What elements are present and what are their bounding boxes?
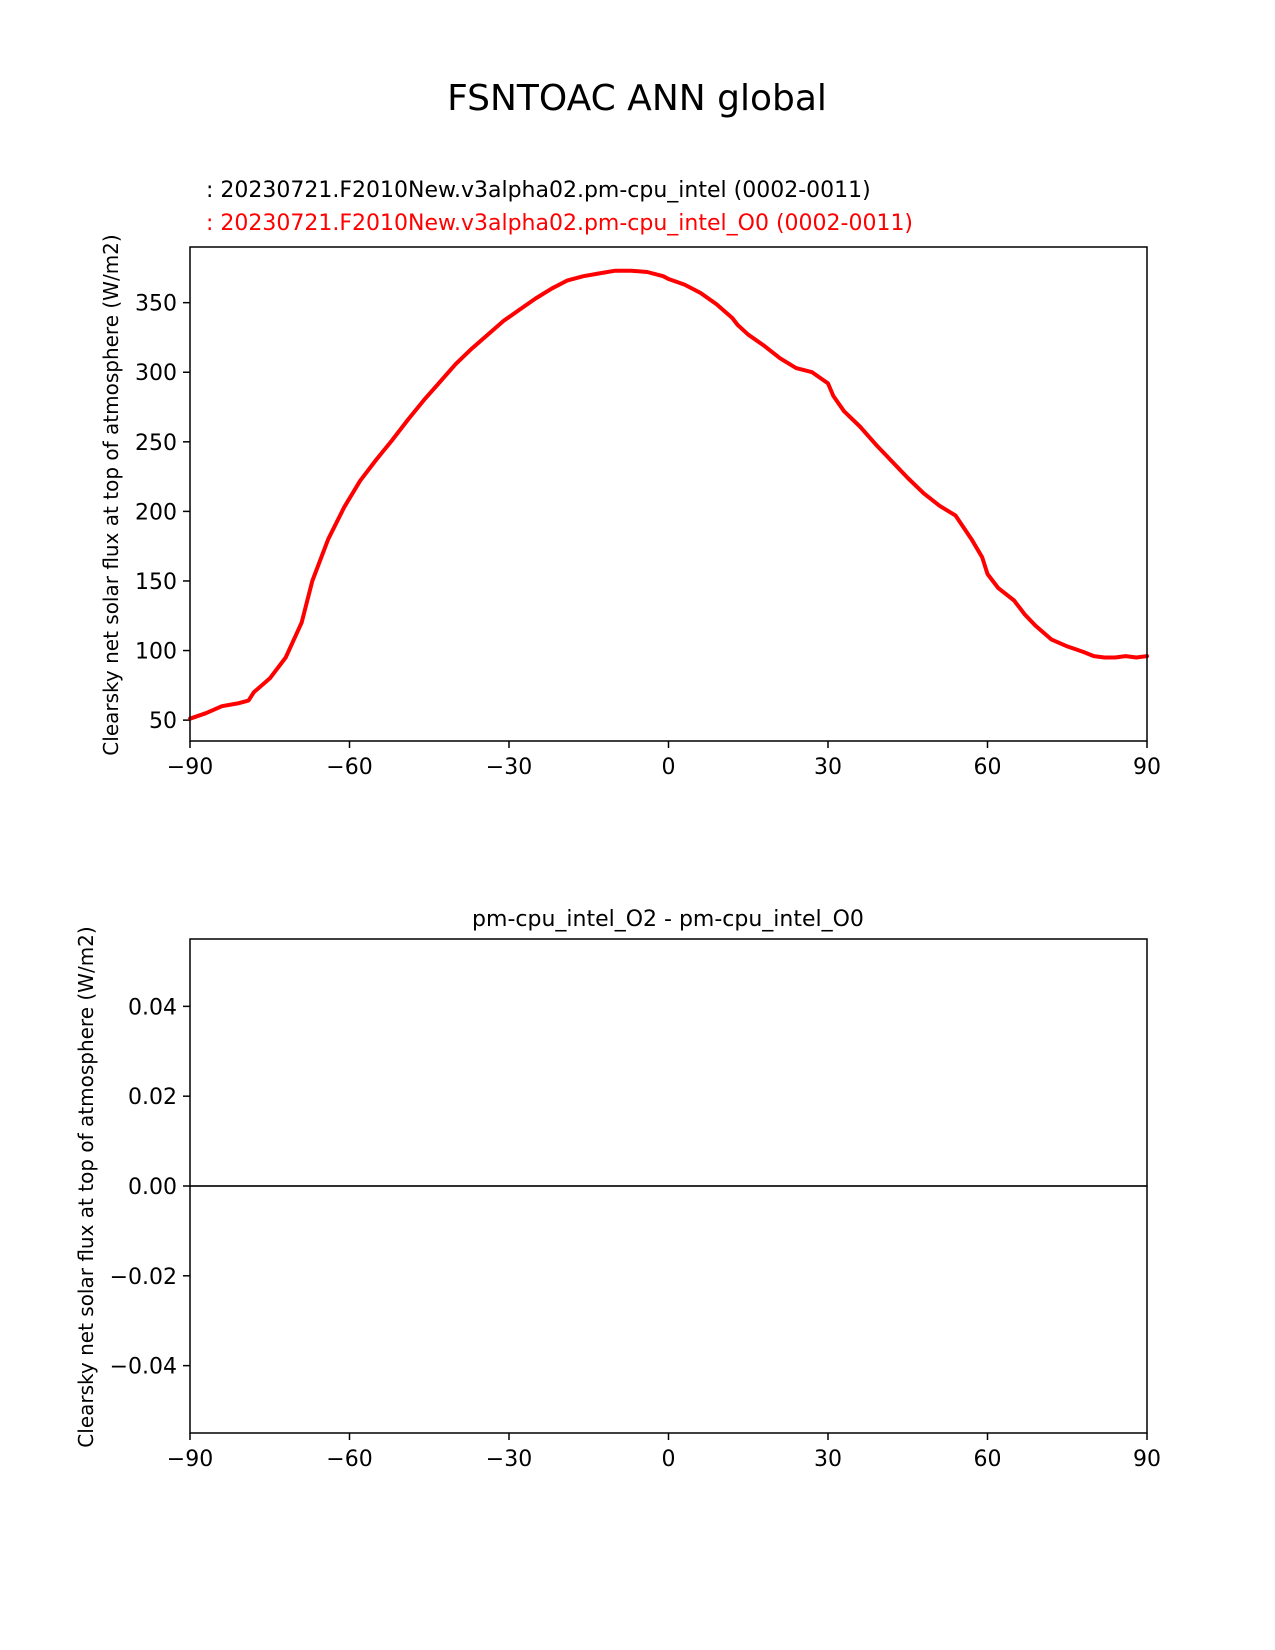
x-tick-label: 60 xyxy=(974,1447,1002,1472)
x-tick-label: 0 xyxy=(662,1447,676,1472)
y-tick-label: 200 xyxy=(135,500,177,525)
x-tick-label: −90 xyxy=(167,755,213,780)
y-tick-label: −0.02 xyxy=(110,1265,177,1290)
top-ylabel: Clearsky net solar flux at top of atmosp… xyxy=(99,234,123,755)
x-tick-label: −60 xyxy=(326,755,372,780)
x-tick-label: −30 xyxy=(486,755,532,780)
legend-line-model: : 20230721.F2010New.v3alpha02.pm-cpu_int… xyxy=(206,178,871,203)
x-tick-label: −60 xyxy=(326,1447,372,1472)
bottom-panel: pm-cpu_intel_O2 - pm-cpu_intel_O0 Clears… xyxy=(74,907,1161,1472)
top-plot-frame xyxy=(189,246,1148,742)
x-tick-label: 90 xyxy=(1133,1447,1161,1472)
x-tick-label: 60 xyxy=(974,755,1002,780)
x-tick-label: 90 xyxy=(1133,755,1161,780)
x-tick-label: −90 xyxy=(167,1447,213,1472)
y-tick-label: 50 xyxy=(149,709,177,734)
y-tick-label: 0.00 xyxy=(128,1175,177,1200)
series-line xyxy=(188,268,1149,721)
y-tick-label: −0.04 xyxy=(110,1355,177,1380)
top-plot-marks: −90 −60 −30 0 30 60 90 50 100 150 200 250 300 350 xyxy=(135,268,1161,780)
x-tick-label: 30 xyxy=(814,1447,842,1472)
y-tick-label: 150 xyxy=(135,570,177,595)
y-tick-label: 300 xyxy=(135,361,177,386)
y-tick-label: 100 xyxy=(135,640,177,665)
x-tick-label: −30 xyxy=(486,1447,532,1472)
bottom-plot-marks: −90 −60 −30 0 30 60 90 −0.04 −0.02 0.00 0.02 0.04 xyxy=(110,995,1161,1472)
bottom-title: pm-cpu_intel_O2 - pm-cpu_intel_O0 xyxy=(472,907,864,932)
x-tick-label: 30 xyxy=(814,755,842,780)
y-tick-label: 250 xyxy=(135,431,177,456)
y-tick-label: 350 xyxy=(135,292,177,317)
x-tick-label: 0 xyxy=(662,755,676,780)
bottom-plot-frame xyxy=(189,938,1148,1434)
top-panel: : 20230721.F2010New.v3alpha02.pm-cpu_int… xyxy=(99,178,1161,780)
legend-line-reference: : 20230721.F2010New.v3alpha02.pm-cpu_int… xyxy=(206,211,913,236)
figure-title: FSNTOAC ANN global xyxy=(447,78,827,119)
y-tick-label: 0.02 xyxy=(128,1085,177,1110)
y-tick-label: 0.04 xyxy=(128,995,177,1020)
bottom-ylabel: Clearsky net solar flux at top of atmosp… xyxy=(74,926,98,1447)
